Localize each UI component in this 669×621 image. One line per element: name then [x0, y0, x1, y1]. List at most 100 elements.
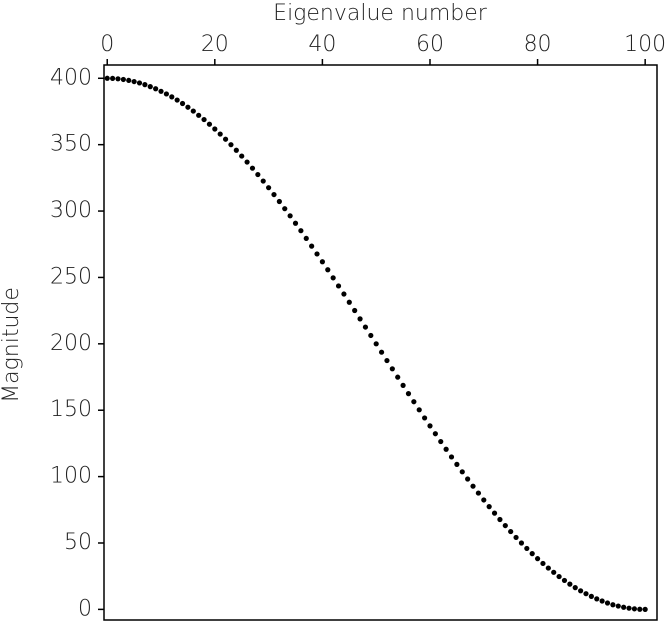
point	[206, 121, 213, 127]
point	[325, 267, 331, 273]
point	[572, 585, 578, 591]
point	[319, 259, 326, 265]
point	[513, 534, 519, 541]
point	[626, 605, 632, 611]
point	[610, 602, 616, 608]
x-tick-label: 80	[524, 32, 552, 57]
point	[249, 165, 256, 171]
point	[459, 469, 465, 475]
point	[110, 75, 116, 82]
x-tick-label: 20	[201, 32, 229, 57]
y-tick-label: 350	[50, 132, 92, 157]
y-tick-label: 100	[50, 464, 92, 489]
point	[244, 159, 250, 165]
plot-frame	[103, 64, 658, 621]
point	[454, 461, 460, 467]
point	[395, 374, 401, 380]
y-tick-label: 300	[50, 198, 92, 223]
point	[330, 275, 336, 281]
y-tick-label: 250	[50, 264, 92, 289]
point	[217, 131, 223, 137]
point	[158, 88, 164, 94]
point	[545, 565, 551, 571]
point	[357, 316, 363, 322]
point	[131, 78, 137, 85]
point	[497, 516, 503, 523]
y-axis-label: Magnitude	[0, 287, 24, 403]
point	[470, 483, 476, 489]
point	[578, 588, 584, 594]
point	[540, 560, 546, 567]
point	[314, 251, 320, 257]
point	[583, 591, 589, 597]
point	[427, 423, 433, 429]
x-tick-label: 100	[624, 32, 666, 57]
point	[465, 476, 471, 482]
point	[524, 545, 530, 552]
point	[298, 228, 304, 234]
point	[185, 104, 191, 110]
point	[174, 97, 180, 103]
point	[432, 431, 438, 437]
point	[551, 569, 557, 575]
point	[271, 191, 277, 198]
x-axis-label: Eigenvalue number	[273, 1, 488, 26]
point	[615, 603, 621, 609]
point	[309, 243, 315, 249]
point	[179, 100, 186, 107]
point	[534, 556, 541, 562]
point	[481, 497, 487, 503]
point	[126, 77, 132, 84]
point	[346, 299, 352, 305]
point	[637, 606, 643, 612]
point	[400, 382, 406, 388]
point	[335, 283, 342, 289]
point	[599, 598, 605, 604]
point	[422, 415, 428, 421]
point	[621, 604, 627, 610]
y-tick-label: 150	[50, 397, 92, 422]
point	[287, 213, 293, 219]
point	[260, 178, 266, 184]
point	[190, 108, 196, 114]
y-tick-label: 50	[64, 530, 92, 555]
point	[239, 153, 245, 159]
point	[416, 407, 422, 413]
point	[567, 581, 573, 587]
point	[594, 596, 600, 602]
point	[486, 504, 492, 510]
point	[475, 490, 482, 496]
point	[378, 349, 385, 355]
point	[529, 551, 535, 557]
point	[642, 606, 648, 612]
point	[292, 220, 299, 226]
point	[362, 324, 369, 330]
point	[604, 600, 611, 606]
point	[222, 136, 229, 142]
point	[411, 399, 417, 405]
point	[508, 528, 514, 535]
point	[142, 82, 148, 88]
point	[212, 126, 218, 132]
point	[368, 332, 374, 339]
y-tick-label: 0	[78, 596, 92, 621]
point	[438, 438, 444, 445]
point	[115, 76, 121, 82]
point	[276, 198, 282, 205]
point	[502, 522, 508, 529]
point	[491, 510, 498, 516]
point	[341, 291, 347, 297]
point	[169, 94, 175, 100]
point	[384, 357, 390, 364]
point	[201, 116, 207, 123]
point	[136, 80, 143, 86]
point	[282, 206, 288, 212]
x-tick-label: 0	[100, 32, 114, 57]
point	[561, 577, 568, 584]
point	[196, 112, 202, 118]
point	[443, 446, 449, 452]
y-tick-label: 200	[50, 331, 92, 356]
point	[631, 606, 638, 612]
point	[163, 91, 170, 97]
